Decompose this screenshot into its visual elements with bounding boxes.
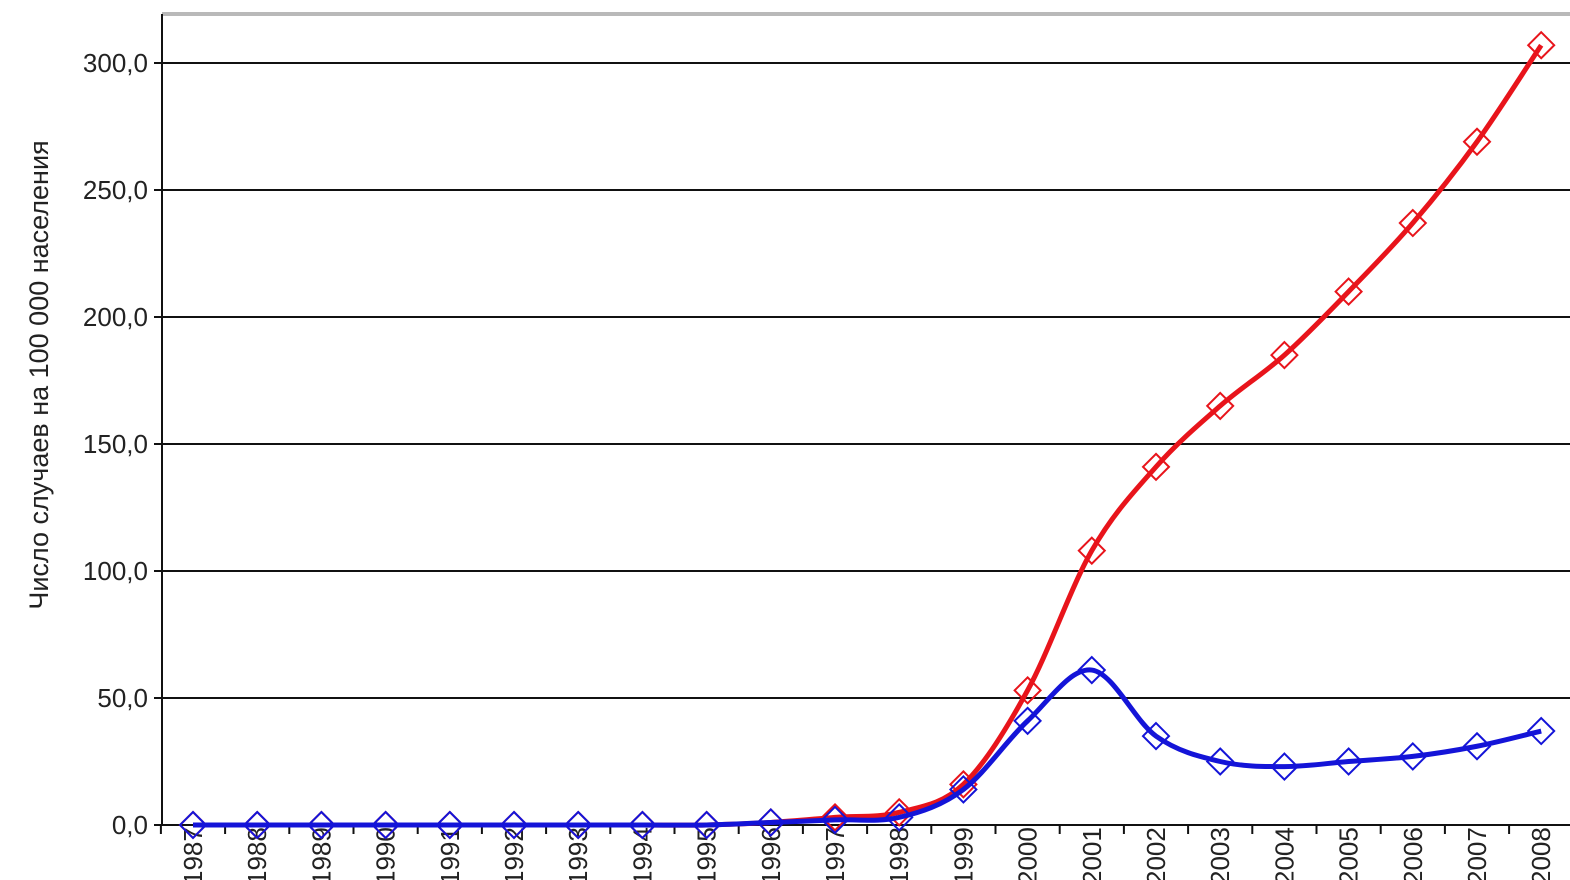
y-axis-title: Число случаев на 100 000 населения [24, 140, 54, 609]
series-line [193, 667, 1542, 828]
x-tick-label: 1992 [499, 827, 529, 880]
x-tick-label: 2001 [1077, 827, 1107, 880]
x-tick-label: 1991 [435, 827, 465, 880]
data-point-marker [1077, 536, 1107, 566]
data-point-marker [1462, 731, 1492, 761]
data-point-marker [1398, 208, 1428, 238]
y-tick-label: 0,0 [112, 810, 148, 840]
gridlines [162, 62, 1570, 699]
data-point-marker [1269, 340, 1299, 370]
y-tick-label: 150,0 [83, 429, 148, 459]
x-tick-label: 2005 [1334, 827, 1364, 880]
data-point-marker [948, 775, 978, 804]
x-axis: 1987 1988 1989 1990 1991 1992 1993 1994 1995 1996… [159, 824, 1570, 880]
data-point-marker [178, 810, 208, 840]
y-tick-label: 100,0 [83, 556, 148, 586]
data-point-marker [884, 797, 914, 827]
data-point-marker [1205, 391, 1235, 421]
data-point-marker [627, 810, 657, 840]
x-tick-label: 1995 [692, 827, 722, 880]
x-tick-label: 2002 [1141, 827, 1171, 880]
data-point-marker [371, 810, 401, 840]
data-point-marker [242, 810, 272, 840]
data-point-marker [1141, 721, 1171, 751]
y-tick-label: 250,0 [83, 175, 148, 205]
series-layer [178, 30, 1556, 840]
data-point-marker [1077, 655, 1107, 685]
x-tick-label: 2000 [1013, 827, 1043, 880]
x-tick-label: 1990 [371, 827, 401, 880]
data-point-marker [692, 810, 722, 840]
data-point-marker [499, 810, 529, 840]
data-point-marker [1269, 752, 1299, 781]
x-tick-label: 1998 [884, 827, 914, 880]
data-point-marker [820, 802, 850, 832]
x-tick-label: 2004 [1269, 827, 1299, 880]
data-point-marker [1013, 706, 1043, 736]
y-tick-label: 300,0 [83, 48, 148, 78]
x-tick-label: 2006 [1398, 827, 1428, 880]
data-point-marker [1398, 742, 1428, 771]
x-tick-label: 1999 [948, 827, 978, 880]
data-point-marker [1526, 30, 1556, 60]
x-tick-label: 1989 [306, 827, 336, 880]
x-tick-label: 2003 [1205, 827, 1235, 880]
series-2 [178, 655, 1556, 840]
data-point-marker [1205, 747, 1235, 776]
x-tick-label: 1987 [178, 827, 208, 880]
data-point-marker [884, 802, 914, 832]
data-point-marker [435, 810, 465, 840]
data-point-marker [756, 808, 786, 837]
data-point-marker [1462, 127, 1492, 157]
x-tick-label: 1997 [820, 827, 850, 880]
data-point-marker [1334, 277, 1364, 307]
x-tick-label: 2008 [1526, 827, 1556, 880]
data-point-marker [1334, 747, 1364, 776]
y-tick-label: 50,0 [97, 683, 148, 713]
data-point-marker [1526, 716, 1556, 746]
x-tick-label: 1988 [242, 827, 272, 880]
data-point-marker [1013, 675, 1043, 705]
data-point-marker [1141, 452, 1171, 482]
y-tick-label: 200,0 [83, 302, 148, 332]
data-point-marker [306, 810, 336, 840]
x-tick-label: 1994 [627, 827, 657, 880]
y-axis: 0,0 50,0 100,0 150,0 200,0 250,0 300,0 [83, 14, 163, 840]
x-tick-label: 1993 [563, 827, 593, 880]
plot-area [162, 14, 1570, 825]
x-tick-label: 2007 [1462, 827, 1492, 880]
data-point-marker [563, 810, 593, 840]
data-point-marker [820, 805, 850, 835]
